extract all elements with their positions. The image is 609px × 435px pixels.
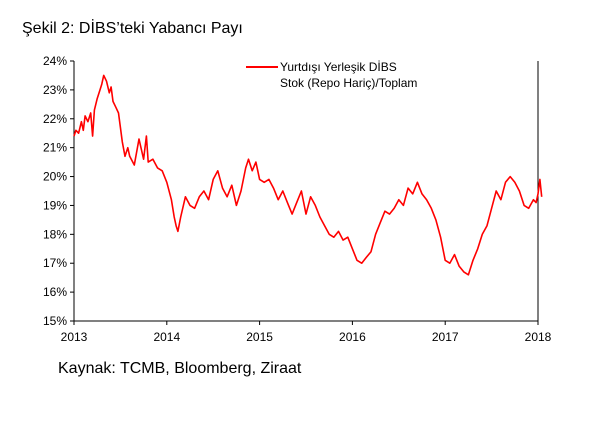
legend-label: Yurtdışı Yerleşik DİBS [280,60,397,74]
series-line [73,74,543,276]
y-tick-label: 16% [43,285,67,299]
y-tick-label: 24% [43,54,67,68]
x-axis: 2013 2014 2015 2016 2017 2018 [61,321,552,344]
figure-title: Şekil 2: DİBS’teki Yabancı Payı [22,20,243,37]
y-tick-label: 23% [43,83,67,97]
series-layer [73,74,543,276]
source-note: Kaynak: TCMB, Bloomberg, Ziraat [58,360,302,377]
y-tick-label: 20% [43,170,67,184]
y-tick-label: 18% [43,227,67,241]
y-tick-label: 17% [43,256,67,270]
legend-label: Stok (Repo Hariç)/Toplam [280,76,417,90]
y-axis: 15% 16% 17% 18% 19% 20% 21% 22% 23% 24% [43,54,74,328]
x-tick-label: 2014 [153,330,180,344]
x-tick-label: 2017 [432,330,459,344]
y-tick-label: 22% [43,112,67,126]
x-tick-label: 2015 [246,330,273,344]
y-tick-label: 19% [43,198,67,212]
plot-area [73,61,539,322]
x-tick-label: 2018 [525,330,552,344]
legend: Yurtdışı Yerleşik DİBS Stok (Repo Hariç)/… [246,60,417,90]
y-tick-label: 15% [43,314,67,328]
x-tick-label: 2013 [61,330,88,344]
y-tick-label: 21% [43,141,67,155]
x-tick-label: 2016 [339,330,366,344]
